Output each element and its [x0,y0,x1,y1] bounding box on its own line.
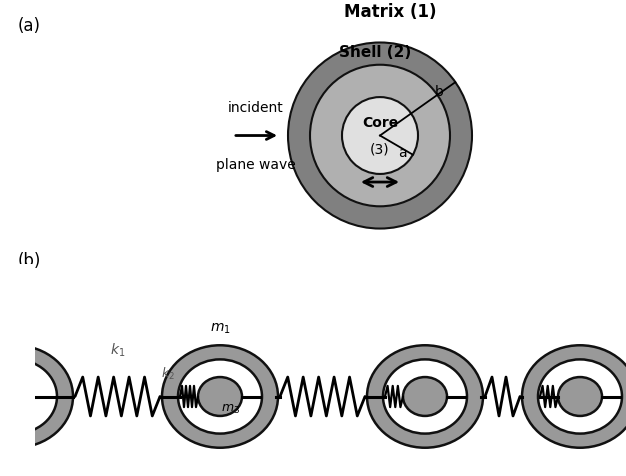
Text: $m_1$: $m_1$ [210,321,230,335]
Text: Matrix (1): Matrix (1) [344,3,436,21]
Circle shape [342,98,418,175]
Circle shape [310,66,450,207]
Text: b: b [435,85,444,99]
Circle shape [0,360,57,434]
Text: Core: Core [362,116,398,130]
Circle shape [178,360,262,434]
Circle shape [558,377,602,416]
Circle shape [0,346,73,448]
Text: (a): (a) [18,17,41,35]
Circle shape [538,360,622,434]
Circle shape [383,360,467,434]
Text: (b): (b) [18,251,41,269]
Text: $k_1$: $k_1$ [110,340,125,358]
Text: (3): (3) [370,142,390,156]
Text: $k_2$: $k_2$ [161,366,175,382]
Circle shape [403,377,447,416]
Circle shape [522,346,626,448]
Circle shape [367,346,483,448]
Text: incident: incident [228,101,284,115]
Text: a: a [398,146,406,160]
Text: $m_3$: $m_3$ [221,402,240,415]
Circle shape [288,43,472,229]
Bar [0,265,35,476]
Circle shape [162,346,278,448]
Text: Shell (2): Shell (2) [339,45,411,60]
Circle shape [198,377,242,416]
Text: plane wave: plane wave [216,158,296,171]
